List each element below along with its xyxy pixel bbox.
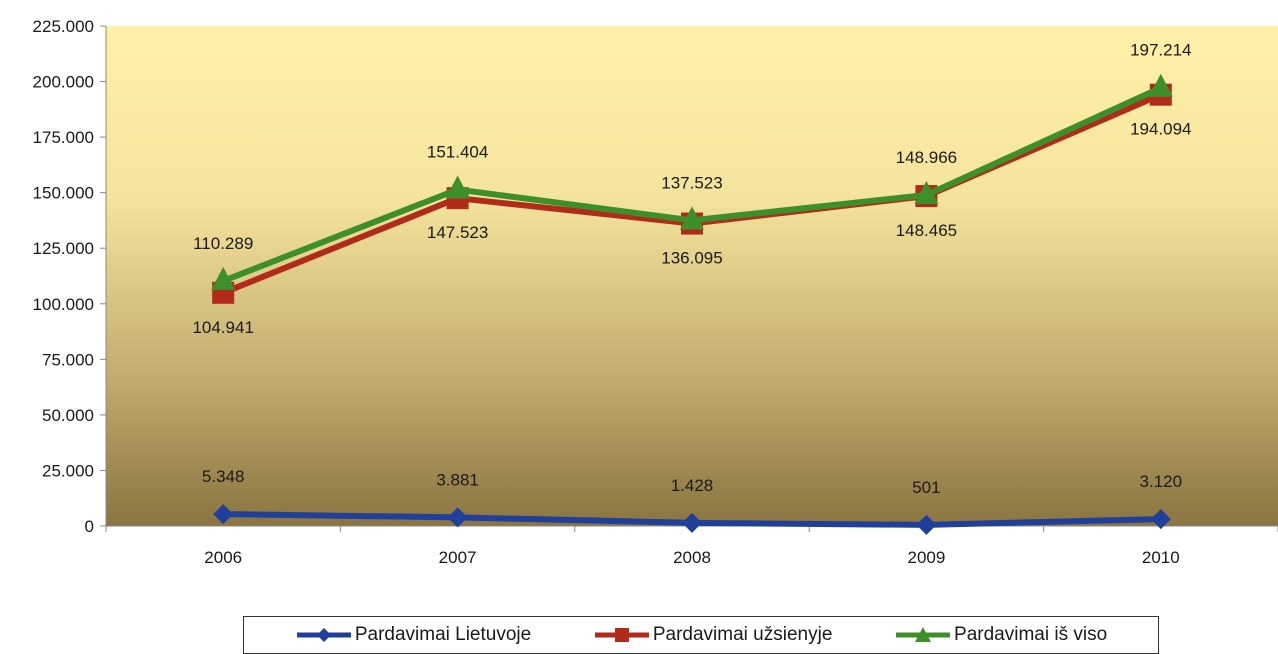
- x-tick-label: 2009: [907, 548, 945, 567]
- y-tick-label: 225.000: [33, 17, 94, 36]
- legend-item-is-viso: Pardavimai iš viso: [894, 624, 1107, 646]
- square-marker-icon: [594, 628, 649, 642]
- data-point: [1150, 509, 1171, 530]
- legend-item-uzsienyje: Pardavimai užsienyje: [593, 624, 833, 646]
- data-point: [1148, 73, 1173, 97]
- plot-area: [106, 26, 1278, 526]
- data-label: 3.881: [436, 470, 479, 489]
- x-tick-label: 2006: [204, 548, 242, 567]
- data-label: 137.523: [661, 173, 722, 192]
- y-tick-label: 200.000: [33, 73, 94, 92]
- y-axis-ticks: 0 25.000 50.000 75.000 100.000 125.000 150.000…: [33, 17, 106, 536]
- data-point: [682, 512, 702, 533]
- y-tick-label: 100.000: [33, 295, 94, 314]
- data-point: [914, 180, 939, 204]
- y-tick-label: 150.000: [33, 184, 94, 203]
- y-tick-label: 75.000: [42, 350, 94, 369]
- data-label: 147.523: [427, 223, 488, 242]
- data-label: 148.465: [896, 221, 957, 240]
- data-label: 151.404: [427, 143, 488, 162]
- data-point: [211, 266, 236, 290]
- legend-label: Pardavimai iš viso: [954, 624, 1108, 645]
- data-point: [445, 175, 470, 199]
- data-point: [680, 206, 704, 230]
- x-axis-ticks: 2006 2007 2008 2009 2010: [105, 526, 1278, 567]
- data-label: 3.120: [1140, 472, 1183, 491]
- data-label: 197.214: [1130, 41, 1191, 60]
- y-tick-label: 25.000: [42, 461, 94, 480]
- data-labels: 5.348 3.881 1.428 501 3.120 104.941 147.523 136…: [192, 41, 1191, 497]
- x-tick-label: 2010: [1142, 548, 1180, 567]
- series-group: [211, 73, 1173, 535]
- data-label: 110.289: [193, 234, 253, 253]
- x-tick-label: 2008: [673, 548, 711, 567]
- data-label: 194.094: [1130, 120, 1191, 139]
- y-tick-label: 0: [85, 517, 94, 536]
- diamond-marker-icon: [296, 628, 351, 642]
- legend-label: Pardavimai užsienyje: [652, 624, 833, 645]
- data-label: 148.966: [896, 148, 957, 167]
- legend-label: Pardavimai Lietuvoje: [354, 624, 532, 645]
- data-point: [447, 507, 468, 528]
- data-label: 501: [912, 478, 940, 497]
- data-label: 104.941: [192, 318, 253, 337]
- triangle-marker-icon: [896, 627, 951, 642]
- legend: Pardavimai Lietuvoje Pardavimai užsienyj…: [243, 616, 1159, 654]
- y-tick-label: 50.000: [42, 406, 94, 425]
- legend-item-lietuvoje: Pardavimai Lietuvoje: [295, 624, 531, 646]
- line-chart: 0 25.000 50.000 75.000 100.000 125.000 150.000…: [33, 17, 1278, 567]
- data-point: [213, 504, 234, 525]
- data-label: 5.348: [202, 467, 245, 486]
- data-label: 1.428: [671, 476, 714, 495]
- y-tick-label: 175.000: [33, 128, 94, 147]
- x-tick-label: 2007: [439, 548, 477, 567]
- data-point: [916, 514, 937, 535]
- data-label: 136.095: [661, 249, 722, 268]
- y-tick-label: 125.000: [33, 239, 94, 258]
